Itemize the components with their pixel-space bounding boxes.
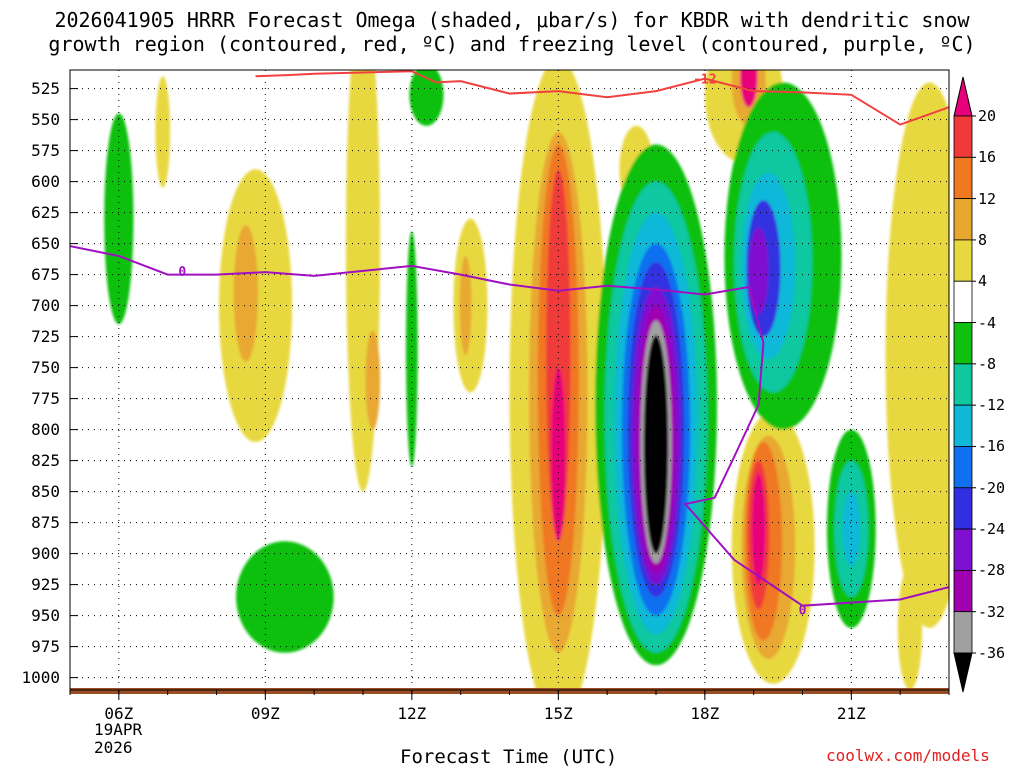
colorbar-segment — [953, 156, 973, 200]
freezing-level-contour — [70, 245, 949, 607]
colorbar-label: -12 — [978, 396, 1006, 415]
x-tick-label: 06Z — [104, 704, 134, 723]
colorbar-segment — [953, 322, 973, 365]
omega-contour-region — [104, 113, 134, 325]
omega-contour-region — [459, 256, 472, 356]
credit-link[interactable]: coolwx.com/models — [826, 746, 990, 765]
y-tick-label: 775 — [31, 388, 60, 408]
y-tick-label: 975 — [31, 636, 60, 656]
y-tick-label: 700 — [31, 295, 60, 315]
y-tick-label: 875 — [31, 512, 60, 532]
colorbar-segment — [953, 487, 973, 530]
colorbar-label: -8 — [978, 354, 997, 373]
colorbar-bottom-triangle — [953, 652, 973, 693]
colorbar-segment — [953, 198, 973, 241]
omega-contour-region — [751, 473, 766, 585]
date-year-label: 2026 — [94, 738, 133, 757]
colorbar-segment — [953, 611, 973, 654]
omega-contour-region — [233, 225, 259, 362]
chart-title-line2: growth region (contoured, red, ºC) and f… — [48, 32, 976, 56]
colorbar-label: 16 — [978, 148, 997, 167]
omega-contour-region — [897, 566, 923, 690]
colorbar-segment — [953, 239, 973, 282]
omega-contour-region — [842, 491, 861, 566]
x-tick-label: 18Z — [690, 704, 720, 723]
x-tick-label: 12Z — [397, 704, 427, 723]
colorbar-label: 12 — [978, 189, 997, 208]
omega-contour-region — [365, 330, 381, 430]
omega-contour-region — [155, 76, 171, 188]
colorbar-label: 4 — [978, 272, 988, 291]
x-axis-title: Forecast Time (UTC) — [400, 746, 618, 768]
y-tick-label: 525 — [31, 78, 60, 98]
y-tick-label: 675 — [31, 264, 60, 284]
colorbar-segment — [953, 363, 973, 406]
colorbar-top-triangle — [953, 76, 973, 117]
colorbar-label: -24 — [978, 520, 1006, 539]
grid-lines — [70, 70, 949, 690]
colorbar-segment — [953, 446, 973, 489]
colorbar-label: -16 — [978, 437, 1006, 456]
dgz-label: -12 — [693, 73, 716, 88]
contour-lines: 0 0 -12 — [70, 70, 949, 618]
colorbar-segment — [953, 528, 973, 571]
colorbar-segment — [953, 569, 973, 613]
y-tick-label: 925 — [31, 574, 60, 594]
freezing-label-right: 0 — [799, 603, 807, 618]
omega-contour-region — [405, 231, 418, 467]
colorbar-label: -36 — [978, 644, 1006, 662]
dgz-contour — [255, 70, 949, 126]
colorbar-label: -20 — [978, 478, 1006, 497]
y-tick-label: 950 — [31, 605, 60, 625]
y-tick-label: 625 — [31, 202, 60, 222]
chart-title-line1: 2026041905 HRRR Forecast Omega (shaded, … — [54, 8, 970, 32]
y-tick-label: 600 — [31, 171, 60, 191]
x-tick-label: 15Z — [543, 704, 573, 723]
omega-contour-region — [748, 227, 769, 315]
y-tick-label: 750 — [31, 357, 60, 377]
axes-ticks — [69, 88, 950, 700]
omega-contour-region — [643, 335, 669, 554]
y-tick-label: 850 — [31, 481, 60, 501]
colorbar-label: -28 — [978, 561, 1006, 580]
y-tick-label: 575 — [31, 140, 60, 160]
y-tick-label: 550 — [31, 109, 60, 129]
colorbar-label: 20 — [978, 107, 997, 125]
y-tick-label: 825 — [31, 450, 60, 470]
y-tick-label: 800 — [31, 419, 60, 439]
omega-contour-region — [236, 541, 334, 653]
omega-contour-region — [885, 82, 949, 628]
y-tick-label: 1000 — [21, 667, 60, 687]
x-tick-label: 21Z — [836, 704, 866, 723]
colorbar-segment — [953, 280, 973, 323]
freezing-label-left: 0 — [178, 265, 186, 280]
colorbar-label: 8 — [978, 230, 988, 249]
date-day-label: 19APR — [94, 720, 143, 739]
colorbar-label: -4 — [978, 313, 997, 332]
colorbar-label: -32 — [978, 602, 1006, 621]
y-tick-label: 725 — [31, 326, 60, 346]
y-tick-label: 900 — [31, 543, 60, 563]
colorbar-segment — [953, 404, 973, 447]
x-tick-label: 09Z — [250, 704, 280, 723]
y-tick-label: 650 — [31, 233, 60, 253]
colorbar — [953, 76, 976, 693]
omega-contour-region — [409, 70, 444, 126]
colorbar-segment — [953, 115, 973, 158]
